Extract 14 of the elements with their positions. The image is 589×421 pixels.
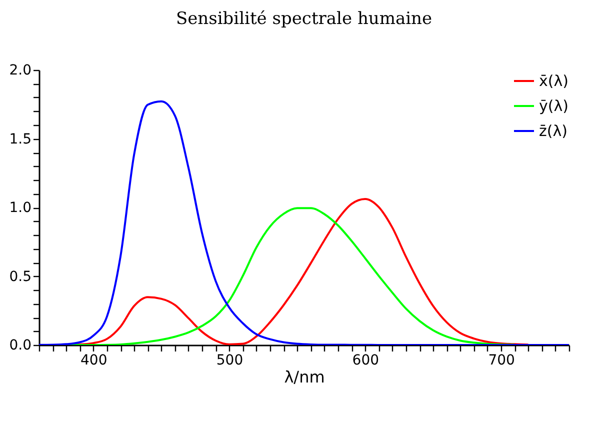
legend-label: x̄(λ) (539, 72, 568, 90)
x-axis-title: λ/nm (284, 368, 325, 386)
x-tick-label: 600 (352, 352, 380, 368)
legend-label: z̄(λ) (539, 122, 568, 140)
x-tick-label: 400 (80, 352, 108, 368)
x-tick-label: 700 (488, 352, 515, 368)
y-tick-label: 0.5 (9, 268, 32, 285)
chart-title: Sensibilité spectrale humaine (176, 9, 432, 29)
legend-label: ȳ(λ) (539, 97, 568, 115)
y-tick-label: 1.5 (9, 131, 32, 148)
y-tick-label: 2.0 (9, 62, 32, 78)
y-tick-label: 0.0 (9, 338, 32, 354)
y-tick-label: 1.0 (9, 200, 32, 216)
x-tick-label: 500 (216, 352, 244, 368)
